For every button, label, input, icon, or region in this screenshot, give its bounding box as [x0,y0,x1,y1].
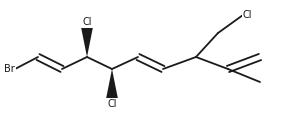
Polygon shape [106,69,118,99]
Text: Br: Br [4,64,15,74]
Polygon shape [81,27,93,57]
Text: Cl: Cl [107,99,117,109]
Text: Cl: Cl [243,10,252,20]
Text: Cl: Cl [82,17,92,27]
